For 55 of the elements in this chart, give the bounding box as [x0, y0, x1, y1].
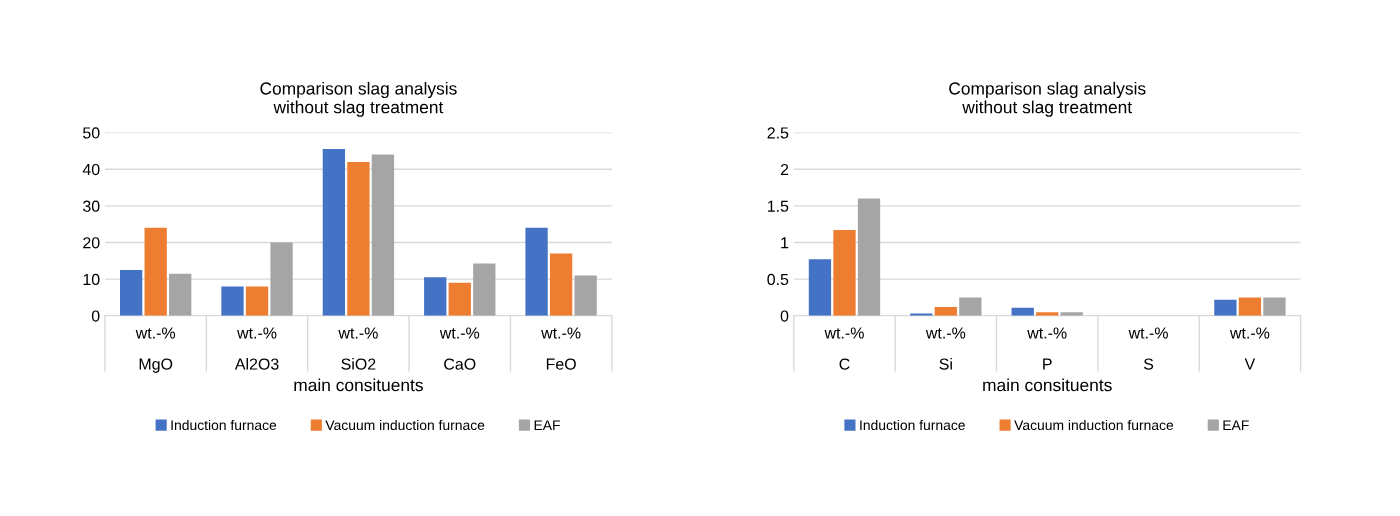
x-axis-title: main consituents — [294, 378, 423, 392]
bar — [322, 149, 346, 316]
y-tick-label: 2 — [780, 163, 789, 176]
y-tick-label: 10 — [83, 273, 100, 286]
bar — [1238, 297, 1262, 316]
category-label: wt.-% SiO2 — [338, 327, 378, 370]
y-tick-label: 20 — [83, 237, 100, 249]
bar — [857, 198, 881, 316]
legend-label: Vacuum induction furnace — [1014, 419, 1174, 431]
bar — [549, 253, 573, 316]
bar — [833, 230, 856, 316]
bar — [473, 263, 496, 316]
bar — [959, 297, 982, 316]
bar — [1263, 297, 1286, 316]
y-tick-label: 2.5 — [767, 127, 789, 139]
bar — [347, 161, 370, 316]
x-axis-title: main consituents — [983, 378, 1112, 392]
bar — [424, 277, 447, 316]
category-label: wt.-% P — [1027, 327, 1067, 370]
y-tick-label: 30 — [82, 200, 100, 212]
category-label: wt.-% Si — [925, 327, 966, 370]
y-tick-label: 0 — [780, 310, 789, 322]
bar — [525, 227, 548, 316]
y-tick-label: 1 — [781, 237, 789, 249]
bar — [1214, 299, 1237, 316]
bar — [371, 154, 395, 316]
legend-label: Induction furnace — [171, 419, 277, 431]
y-tick-label: 0.5 — [767, 273, 789, 286]
bar — [245, 286, 269, 316]
category-label: wt.-% V — [1229, 327, 1270, 370]
legend-label: EAF — [534, 420, 560, 430]
category-label: wt.-% C — [824, 327, 864, 370]
category-label: wt.-% CaO — [439, 327, 480, 370]
chart-title: Comparison slag analysis without slag treatment — [949, 81, 1146, 117]
bar — [270, 242, 293, 316]
bar — [221, 286, 244, 316]
bar — [574, 275, 597, 316]
bar — [144, 227, 167, 316]
legend-label: EAF — [1223, 420, 1249, 430]
bar — [120, 270, 143, 316]
bar — [934, 307, 957, 316]
category-label: wt.-% FeO — [541, 327, 581, 370]
chart-title: Comparison slag analysis without slag treatment — [260, 81, 457, 117]
category-label: wt.-% Al2O3 — [234, 327, 279, 370]
y-tick-label: 50 — [83, 127, 100, 139]
y-tick-label: 40 — [82, 163, 100, 176]
category-label: wt.-% MgO — [135, 327, 176, 373]
bar — [169, 273, 192, 316]
bar — [808, 259, 832, 316]
y-tick-label: 1.5 — [767, 200, 789, 212]
legend-label: Vacuum induction furnace — [325, 419, 485, 431]
legend-label: Induction furnace — [860, 419, 965, 431]
category-label: wt.-% S — [1128, 327, 1168, 370]
bar — [448, 282, 471, 316]
y-tick-label: 0 — [91, 310, 100, 322]
